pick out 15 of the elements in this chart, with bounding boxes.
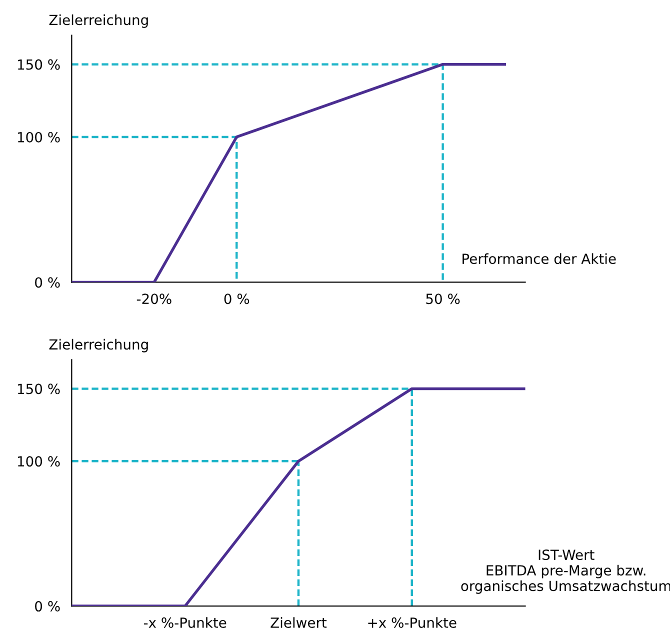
y-tick-label: 100 % (18, 456, 60, 467)
y-tick-label: 0 % (35, 277, 60, 288)
y-tick-label: 150 % (18, 59, 60, 70)
y-axis-title: Zielerreichung (49, 14, 148, 28)
y-axis-title: Zielerreichung (49, 338, 148, 352)
x-axis-title: Performance der Aktie (462, 253, 616, 264)
x-tick-label: Zielwert (270, 617, 327, 628)
y-tick-label: 100 % (18, 132, 60, 142)
x-tick-label: 50 % (426, 294, 460, 304)
x-tick-label: +x %-Punkte (368, 617, 456, 628)
x-tick-label: 0 % (224, 294, 250, 304)
y-tick-label: 0 % (35, 601, 60, 612)
y-tick-label: 150 % (18, 384, 60, 394)
x-tick-label: -x %-Punkte (144, 617, 226, 628)
x-tick-label: -20% (136, 294, 172, 304)
